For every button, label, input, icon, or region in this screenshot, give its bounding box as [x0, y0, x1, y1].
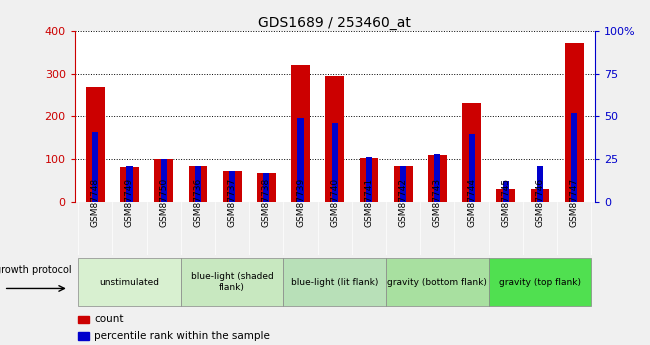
- Bar: [394, 166, 413, 202]
- Bar: [434, 154, 441, 202]
- FancyBboxPatch shape: [181, 258, 283, 306]
- FancyBboxPatch shape: [283, 258, 386, 306]
- FancyBboxPatch shape: [78, 258, 181, 306]
- Bar: [120, 167, 139, 202]
- Text: count: count: [94, 315, 124, 324]
- Bar: [530, 189, 549, 202]
- Bar: [571, 113, 577, 202]
- Bar: [469, 134, 474, 202]
- Text: blue-light (shaded
flank): blue-light (shaded flank): [190, 272, 274, 292]
- Text: GSM87746: GSM87746: [536, 178, 545, 227]
- Text: gravity (bottom flank): gravity (bottom flank): [387, 277, 488, 287]
- Text: GSM87742: GSM87742: [398, 178, 408, 227]
- Bar: [257, 173, 276, 202]
- Bar: [298, 118, 304, 202]
- Text: GSM87736: GSM87736: [194, 178, 202, 227]
- Bar: [161, 159, 167, 202]
- Bar: [126, 166, 133, 202]
- Text: GSM87750: GSM87750: [159, 178, 168, 227]
- Bar: [462, 103, 481, 202]
- Bar: [78, 332, 90, 340]
- Bar: [359, 158, 378, 202]
- Text: gravity (top flank): gravity (top flank): [499, 277, 581, 287]
- Text: percentile rank within the sample: percentile rank within the sample: [94, 331, 270, 341]
- Bar: [428, 155, 447, 202]
- Bar: [263, 173, 269, 202]
- Text: growth protocol: growth protocol: [0, 265, 72, 275]
- Text: GSM87748: GSM87748: [91, 178, 100, 227]
- Text: GSM87739: GSM87739: [296, 178, 305, 227]
- Text: GSM87744: GSM87744: [467, 178, 476, 227]
- Bar: [497, 189, 515, 202]
- Bar: [332, 123, 338, 202]
- Bar: [565, 42, 584, 202]
- Bar: [291, 65, 310, 202]
- Bar: [92, 132, 98, 202]
- Bar: [86, 87, 105, 202]
- Bar: [78, 316, 90, 323]
- FancyBboxPatch shape: [489, 258, 592, 306]
- Text: unstimulated: unstimulated: [99, 277, 159, 287]
- Text: GSM87749: GSM87749: [125, 178, 134, 227]
- Text: GSM87737: GSM87737: [227, 178, 237, 227]
- Bar: [400, 166, 406, 202]
- Text: GSM87741: GSM87741: [365, 178, 374, 227]
- Bar: [223, 171, 242, 202]
- Text: GSM87747: GSM87747: [569, 178, 578, 227]
- Bar: [326, 76, 344, 202]
- FancyBboxPatch shape: [386, 258, 489, 306]
- Text: blue-light (lit flank): blue-light (lit flank): [291, 277, 378, 287]
- Text: GSM87738: GSM87738: [262, 178, 271, 227]
- Bar: [188, 166, 207, 202]
- Text: GSM87743: GSM87743: [433, 178, 442, 227]
- Bar: [537, 166, 543, 202]
- Bar: [366, 157, 372, 202]
- Bar: [502, 181, 509, 202]
- Text: GSM87745: GSM87745: [501, 178, 510, 227]
- Title: GDS1689 / 253460_at: GDS1689 / 253460_at: [258, 16, 411, 30]
- Bar: [154, 159, 173, 202]
- Bar: [195, 166, 201, 202]
- Text: GSM87740: GSM87740: [330, 178, 339, 227]
- Bar: [229, 171, 235, 202]
